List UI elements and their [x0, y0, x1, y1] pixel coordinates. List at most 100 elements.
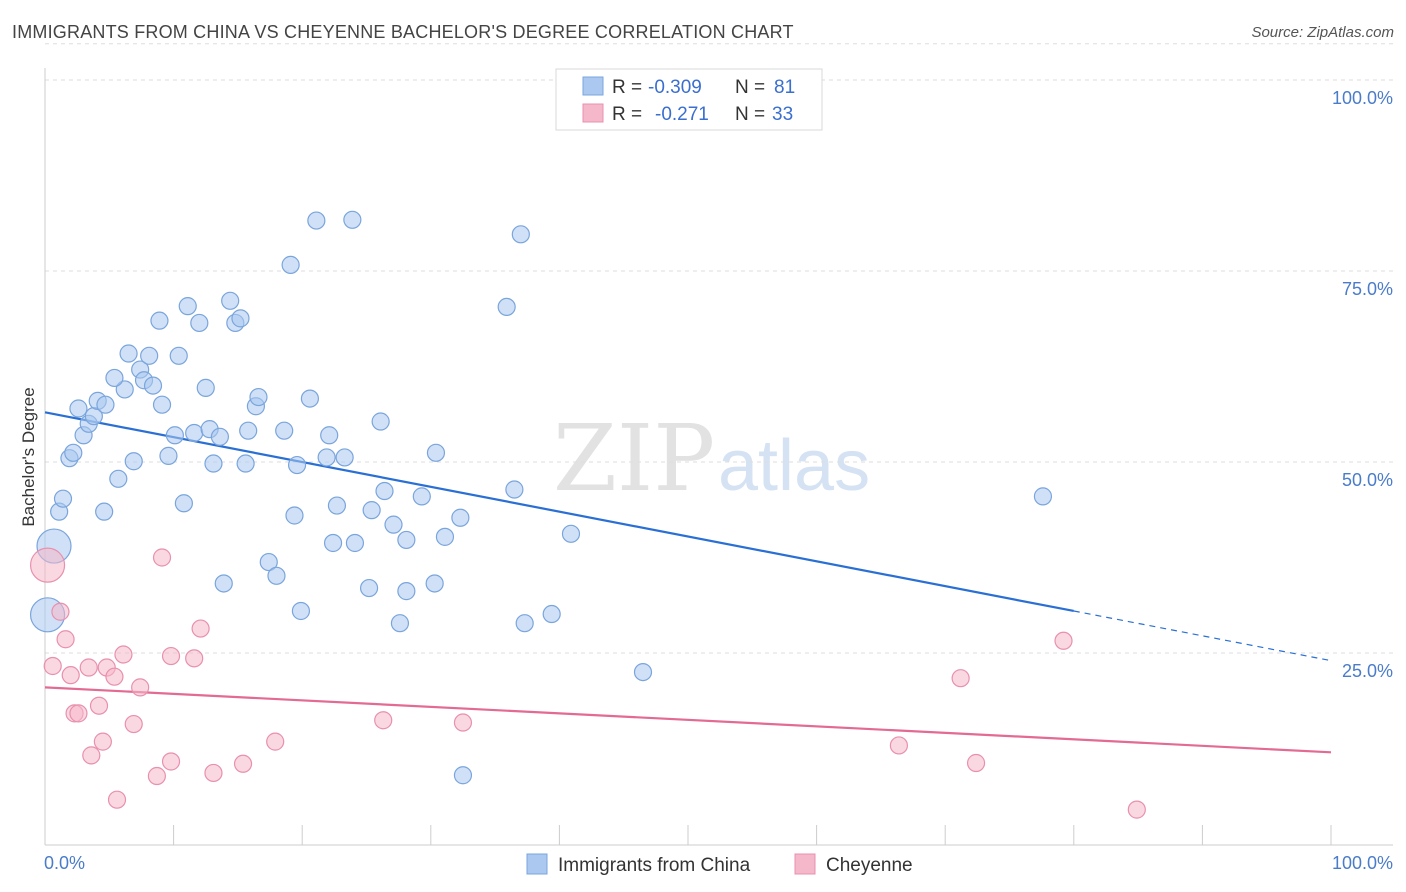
series-1-points	[29, 547, 1146, 819]
series-0-point-34	[210, 427, 229, 446]
series-0-point-63	[384, 515, 403, 534]
series-0-point-24	[159, 446, 178, 465]
legend-r-value-china: -0.309	[648, 77, 702, 98]
legend-n-value-cheyenne: 33	[772, 104, 793, 125]
series-0-point-44	[267, 566, 286, 585]
series-0-point-68	[425, 574, 444, 593]
series-0-point-36	[221, 291, 240, 310]
series-0-point-13	[109, 469, 128, 488]
series-0-points	[29, 210, 1053, 785]
legend-n-value-china: 81	[774, 77, 795, 98]
series-0-point-78	[561, 524, 581, 543]
series-1-point-0	[29, 547, 66, 583]
axes	[44, 68, 1393, 846]
series-0-point-57	[343, 210, 362, 229]
legend-r-label-cheyenne: R =	[612, 104, 642, 125]
chart-title: IMMIGRANTS FROM CHINA VS CHEYENNE BACHEL…	[12, 22, 794, 42]
series-0-point-62	[375, 481, 394, 501]
series-0-point-55	[327, 496, 347, 515]
series-0-point-5	[64, 443, 83, 462]
series-1-point-3	[56, 630, 75, 649]
bottom-legend-swatch-cheyenne	[794, 853, 816, 875]
bottom-legend: Immigrants from China Cheyenne	[526, 853, 913, 876]
series-0-point-28	[178, 297, 197, 316]
series-0-point-35	[214, 574, 233, 593]
series-0-point-77	[542, 604, 561, 624]
y-tick-label-3: 100.0%	[1332, 88, 1393, 108]
series-0-point-12	[95, 502, 114, 521]
series-1-point-26	[374, 711, 393, 730]
bottom-legend-label-china: Immigrants from China	[558, 855, 751, 876]
series-0-point-17	[124, 452, 143, 471]
series-1-point-6	[69, 704, 88, 723]
y-tick-label-2: 75.0%	[1342, 279, 1393, 299]
series-0-point-75	[511, 225, 530, 244]
grid	[45, 43, 1393, 654]
series-0-point-22	[150, 311, 169, 330]
series-0-point-48	[287, 455, 307, 475]
series-0-point-23	[152, 395, 172, 414]
series-0-point-20	[140, 346, 159, 365]
series-0-point-11	[96, 395, 115, 414]
series-1-point-27	[453, 713, 473, 732]
series-0-point-29	[185, 423, 204, 443]
series-0-point-80	[1033, 487, 1053, 506]
series-1-point-30	[966, 753, 986, 773]
series-1-point-8	[82, 746, 101, 765]
series-1-point-7	[79, 658, 98, 677]
series-0-point-45	[275, 421, 294, 440]
legend-n-label-cheyenne: N =	[735, 104, 765, 125]
series-0-point-60	[362, 501, 381, 520]
series-1-point-31	[1054, 631, 1073, 650]
series-1-point-13	[107, 790, 127, 809]
series-0-point-70	[435, 527, 455, 546]
series-0-trend-line	[44, 411, 1075, 613]
series-0-point-64	[390, 614, 410, 633]
series-0-point-76	[515, 614, 534, 633]
series-0-point-46	[281, 255, 300, 274]
series-1-point-21	[185, 649, 204, 668]
series-0-point-14	[115, 380, 134, 399]
series-1-point-9	[89, 696, 109, 715]
series-1-point-4	[61, 666, 80, 685]
series-0-point-56	[335, 448, 354, 467]
series-1-point-32	[1127, 800, 1146, 819]
x-tick-label-0: 0.0%	[44, 853, 85, 873]
series-0-point-61	[371, 412, 390, 431]
series-0-point-27	[174, 494, 193, 513]
series-0-point-59	[359, 578, 379, 598]
series-0-point-66	[397, 530, 416, 550]
series-1-point-10	[93, 732, 112, 751]
series-1-point-25	[266, 732, 285, 751]
series-0-point-15	[105, 368, 124, 388]
series-0-point-69	[426, 443, 446, 462]
series-1-point-24	[233, 754, 253, 773]
series-0-point-3	[53, 489, 73, 508]
series-1-point-18	[152, 548, 172, 567]
series-1-point-23	[204, 763, 223, 783]
bottom-legend-label-cheyenne: Cheyenne	[826, 855, 913, 876]
watermark-atlas: atlas	[718, 426, 870, 506]
series-0-point-26	[169, 346, 188, 365]
data-points	[29, 210, 1146, 819]
series-0-point-67	[412, 487, 431, 506]
series-0-point-72	[453, 766, 473, 785]
series-0-point-30	[190, 313, 209, 333]
series-1-point-29	[951, 669, 970, 688]
series-1-point-19	[161, 646, 181, 666]
series-0-point-79	[633, 662, 653, 682]
legend-swatch-china	[582, 76, 604, 96]
series-0-point-40	[239, 421, 258, 440]
series-0-point-71	[451, 508, 470, 527]
series-0-point-50	[300, 389, 320, 408]
x-tick-label-1: 100.0%	[1332, 853, 1393, 873]
series-1-point-28	[889, 736, 909, 755]
series-0-point-33	[204, 454, 223, 473]
watermark: ZIP atlas	[553, 405, 870, 512]
series-1-point-15	[124, 714, 143, 734]
series-0-point-25	[165, 426, 184, 445]
series-1-point-16	[131, 678, 150, 697]
tick-labels: 25.0% 50.0% 75.0% 100.0% 0.0% 100.0%	[44, 88, 1393, 873]
series-0-point-47	[285, 506, 304, 525]
series-1-point-20	[161, 752, 181, 771]
